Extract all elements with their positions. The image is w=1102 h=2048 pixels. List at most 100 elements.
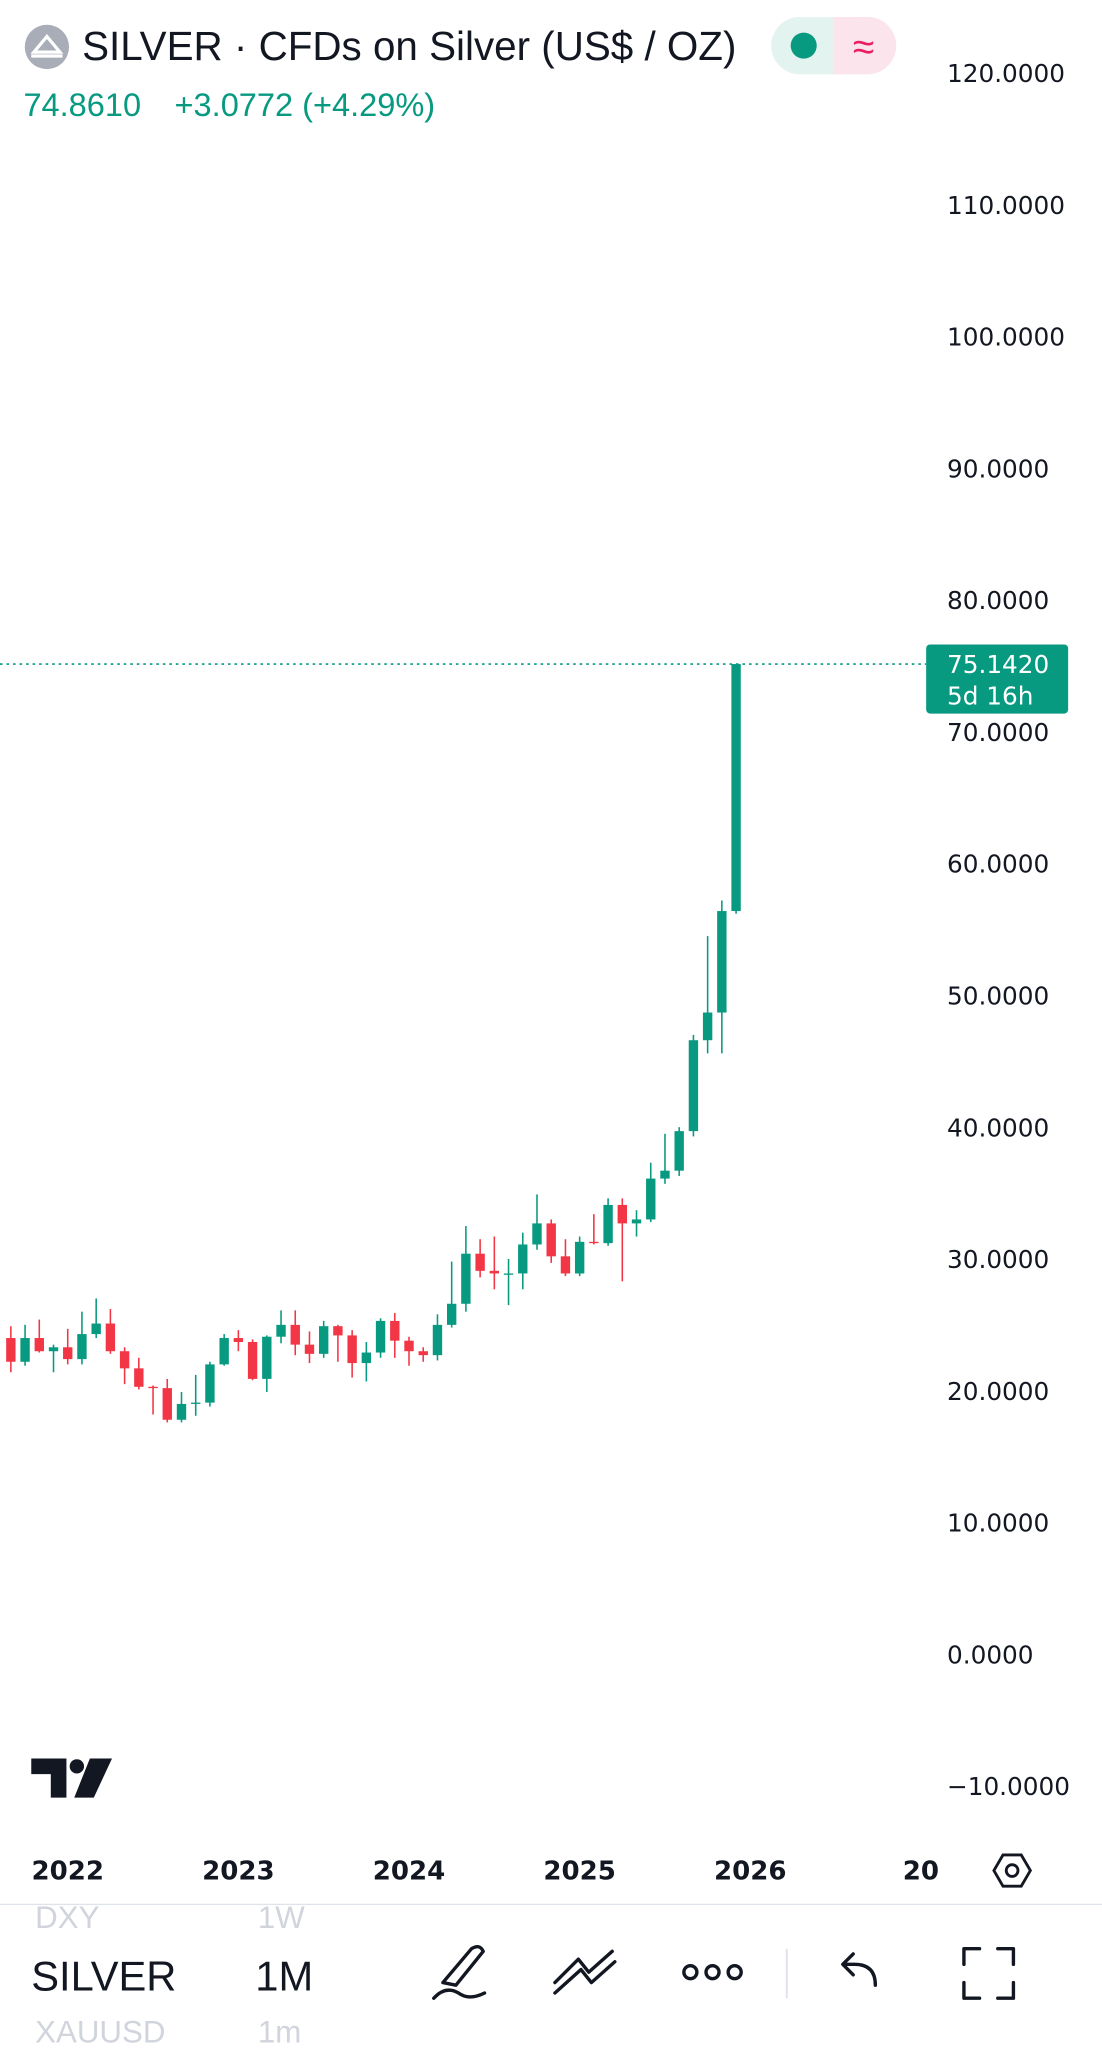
price-label-box — [926, 644, 1069, 714]
y-tick-label: 30.0000 — [947, 1245, 1049, 1274]
candle-body — [63, 1347, 73, 1360]
candle-body — [290, 1324, 300, 1345]
more-dot — [704, 1963, 721, 1981]
y-tick-label: 110.0000 — [947, 191, 1065, 220]
fullscreen[interactable] — [962, 1947, 1016, 2000]
watchlist-symbol[interactable]: XAUUSD — [35, 2015, 165, 2048]
candle-body — [418, 1351, 428, 1356]
candle-body — [646, 1178, 656, 1220]
candle-body — [532, 1223, 542, 1245]
candle-body — [660, 1170, 670, 1179]
x-tick-label: 2025 — [543, 1857, 616, 1887]
price-label: 75.1420 — [947, 650, 1049, 679]
candle-body — [219, 1338, 229, 1365]
settings-icon[interactable] — [992, 1853, 1033, 1888]
candle-body — [148, 1386, 158, 1389]
y-tick-label: 70.0000 — [947, 718, 1049, 747]
y-tick-label: 90.0000 — [947, 454, 1049, 483]
candle-body — [34, 1338, 44, 1352]
y-tick-label: 60.0000 — [947, 850, 1049, 879]
candle-body — [247, 1341, 258, 1379]
candle-body — [546, 1223, 556, 1257]
candle-body — [191, 1402, 201, 1404]
price-change: +3.0772 (+4.29%) — [175, 87, 436, 123]
more-dot — [726, 1963, 743, 1981]
candle-body — [404, 1340, 414, 1352]
y-tick-label: 50.0000 — [947, 982, 1049, 1011]
last-price: 74.8610 — [23, 87, 141, 123]
undo[interactable] — [841, 1952, 878, 1987]
candle-body — [262, 1336, 272, 1379]
price-countdown: 5d 16h — [947, 681, 1033, 710]
candle-body — [603, 1204, 613, 1244]
toolbar-symbol[interactable]: SILVER — [31, 1952, 176, 1999]
candle-body — [631, 1219, 642, 1224]
candle-body — [347, 1335, 357, 1364]
candle-body — [446, 1303, 457, 1325]
watchlist-interval: 1W — [258, 1900, 305, 1935]
chart-title: SILVER · CFDs on Silver (US$ / OZ) — [82, 23, 736, 69]
status-pill-join — [833, 16, 860, 75]
candle-body — [119, 1351, 130, 1369]
candle-body — [91, 1323, 101, 1335]
candle-body — [77, 1334, 87, 1360]
candle-body — [717, 911, 727, 1013]
x-tick-label: 2026 — [714, 1857, 787, 1887]
candle-body — [503, 1273, 514, 1275]
x-tick-label: 2023 — [202, 1857, 275, 1887]
plot-area: 120.0000 110.0000 100.0000 90.0000 80.0000 70… — [0, 59, 1070, 1887]
candle-body — [518, 1244, 528, 1274]
draw-tool[interactable] — [432, 1944, 487, 2000]
candle-body — [361, 1352, 372, 1364]
candle-body — [390, 1320, 400, 1341]
y-tick-label: 10.0000 — [947, 1509, 1049, 1538]
candle-body — [702, 1012, 713, 1041]
candle-body — [432, 1324, 443, 1356]
y-tick-label: 0.0000 — [947, 1640, 1034, 1669]
candle-body — [276, 1324, 286, 1337]
y-tick-label: 40.0000 — [947, 1113, 1049, 1142]
candle-body — [461, 1253, 471, 1304]
candle-body — [105, 1323, 116, 1352]
y-tick-label: 120.0000 — [947, 59, 1065, 88]
market-open-dot — [790, 32, 817, 59]
candle-body — [333, 1326, 343, 1336]
settings-anchor — [1011, 1869, 1014, 1872]
y-tick-label: 20.0000 — [947, 1377, 1049, 1406]
candle-body — [688, 1040, 699, 1132]
candle-body — [489, 1270, 500, 1274]
tradingview-logo — [31, 1758, 113, 1798]
candle-body — [20, 1338, 30, 1362]
candle-body — [589, 1241, 599, 1244]
y-tick-label: −10.0000 — [947, 1772, 1070, 1801]
x-tick-label: 2024 — [373, 1857, 446, 1887]
watchlist-symbol[interactable]: DXY — [35, 1900, 99, 1935]
candle-body — [6, 1338, 16, 1362]
candle-body — [233, 1338, 244, 1342]
settings-icon-center — [1004, 1863, 1020, 1878]
candle-body — [375, 1320, 386, 1353]
symbol-icon-glyph — [30, 33, 64, 58]
candle-body — [318, 1326, 329, 1354]
candle-body — [674, 1131, 684, 1171]
candle-body — [48, 1347, 59, 1352]
x-tick-label: 20 — [903, 1857, 939, 1887]
candle-body — [617, 1204, 628, 1224]
candle-body — [560, 1256, 571, 1274]
candle-body — [731, 664, 741, 912]
candle-body — [205, 1364, 215, 1403]
toolbar-interval[interactable]: 1M — [255, 1952, 313, 1999]
indicators[interactable] — [553, 1949, 617, 1995]
candle-body — [304, 1344, 315, 1354]
more-dot[interactable] — [682, 1963, 699, 1981]
y-tick-label: 80.0000 — [947, 586, 1049, 615]
x-tick-label: 2022 — [31, 1857, 103, 1887]
candle-body — [574, 1241, 585, 1274]
candle-body — [475, 1253, 485, 1271]
y-tick-label: 100.0000 — [947, 323, 1065, 352]
candle-body — [162, 1388, 172, 1420]
delay-icon: ≈ — [853, 26, 874, 69]
candle-body — [134, 1368, 144, 1387]
watchlist-interval: 1m — [258, 2015, 301, 2048]
